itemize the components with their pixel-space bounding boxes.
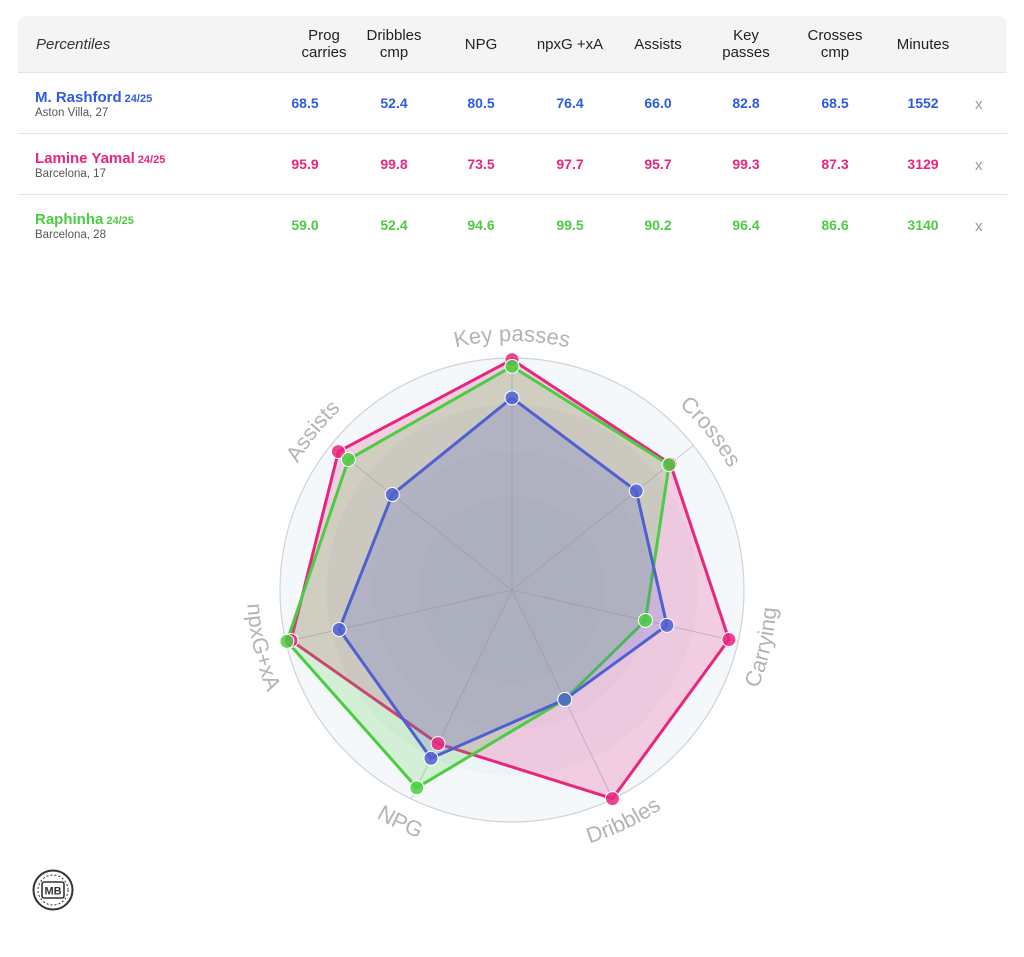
col-dribbles-cmp[interactable]: Dribbles cmp (366, 27, 422, 61)
table-header: Percentiles Prog carries Dribbles cmp NP… (18, 16, 1007, 72)
dribbles-value: 52.4 (380, 217, 408, 233)
key-passes-value: 82.8 (732, 95, 760, 111)
col-minutes[interactable]: Minutes (896, 35, 950, 53)
mb-logo: MB (32, 869, 74, 911)
radar-point (557, 692, 573, 708)
crosses-value: 68.5 (821, 95, 849, 111)
percentiles-header: Percentiles (36, 35, 111, 53)
npxg-xa-value: 97.7 (556, 156, 584, 172)
logo-text: MB (44, 886, 61, 898)
radar-point (659, 617, 675, 633)
key-passes-value: 96.4 (732, 217, 760, 233)
player-club-age: Barcelona, 17 (35, 168, 106, 180)
radar-axis-label: Carrying (739, 606, 781, 690)
prog-carries-value: 59.0 (291, 217, 319, 233)
radar-point (423, 750, 439, 766)
dribbles-value: 99.8 (380, 156, 408, 172)
assists-value: 66.0 (644, 95, 672, 111)
radar-point (637, 612, 653, 628)
npxg-xa-value: 76.4 (556, 95, 584, 111)
crosses-value: 86.6 (821, 217, 849, 233)
npxg-xa-value: 99.5 (556, 217, 584, 233)
radar-point (331, 621, 347, 637)
col-assists[interactable]: Assists (634, 35, 682, 53)
prog-carries-value: 68.5 (291, 95, 319, 111)
radar-point (340, 452, 356, 468)
player-club-age: Barcelona, 28 (35, 229, 106, 241)
table-row: Lamine Yamal 24/25 Barcelona, 17 95.9 99.… (18, 133, 1007, 195)
radar-axis-label: NPG (374, 800, 427, 843)
radar-series-area (289, 358, 731, 801)
npg-value: 94.6 (467, 217, 495, 233)
radar-point (721, 632, 737, 648)
radar-point (430, 736, 446, 752)
radar-point (330, 444, 346, 460)
col-npxg-xa[interactable]: npxG +xA (536, 35, 604, 53)
player-name[interactable]: M. Rashford 24/25 (35, 89, 153, 106)
radar-point (384, 487, 400, 503)
prog-carries-value: 95.9 (291, 156, 319, 172)
radar-axis-label: npxG+xA (242, 602, 286, 694)
player-name[interactable]: Lamine Yamal 24/25 (35, 150, 166, 167)
assists-value: 90.2 (644, 217, 672, 233)
percentile-table: Percentiles Prog carries Dribbles cmp NP… (18, 16, 1007, 256)
radar-spoke (285, 589, 513, 643)
remove-player-button[interactable]: x (975, 96, 983, 113)
radar-point (409, 780, 425, 796)
radar-axis-label: Key passes (452, 321, 573, 352)
radar-spoke (511, 589, 739, 643)
col-crosses-cmp[interactable]: Crosses cmp (807, 27, 863, 61)
radar-point (504, 390, 520, 406)
radar-point (604, 791, 620, 807)
col-npg[interactable]: NPG (464, 35, 498, 53)
radar-series-area (285, 364, 671, 790)
minutes-value: 1552 (907, 95, 939, 111)
player-name[interactable]: Raphinha 24/25 (35, 211, 134, 228)
player-season: 24/25 (124, 93, 153, 105)
player-season: 24/25 (106, 215, 134, 227)
minutes-value: 3140 (907, 217, 939, 233)
table-row: M. Rashford 24/25 Aston Villa, 27 68.5 52… (18, 72, 1007, 134)
minutes-value: 3129 (907, 156, 939, 172)
radar-point (279, 633, 295, 649)
assists-value: 95.7 (644, 156, 672, 172)
radar-point (504, 358, 520, 374)
radar-point (661, 457, 677, 473)
key-passes-value: 99.3 (732, 156, 760, 172)
col-prog-carries[interactable]: Prog carries (301, 27, 347, 61)
remove-player-button[interactable]: x (975, 157, 983, 174)
radar-spoke (330, 444, 513, 591)
col-key-passes[interactable]: Key passes (722, 27, 770, 61)
player-season: 24/25 (137, 154, 166, 166)
table-row: Raphinha 24/25 Barcelona, 28 59.0 52.4 94… (18, 194, 1007, 256)
dribbles-value: 52.4 (380, 95, 408, 111)
player-club-age: Aston Villa, 27 (35, 107, 109, 119)
radar-series-area (337, 396, 669, 760)
npg-value: 80.5 (467, 95, 495, 111)
crosses-value: 87.3 (821, 156, 849, 172)
radar-spoke (511, 444, 694, 591)
remove-player-button[interactable]: x (975, 218, 983, 235)
npg-value: 73.5 (467, 156, 495, 172)
radar-point (628, 483, 644, 499)
